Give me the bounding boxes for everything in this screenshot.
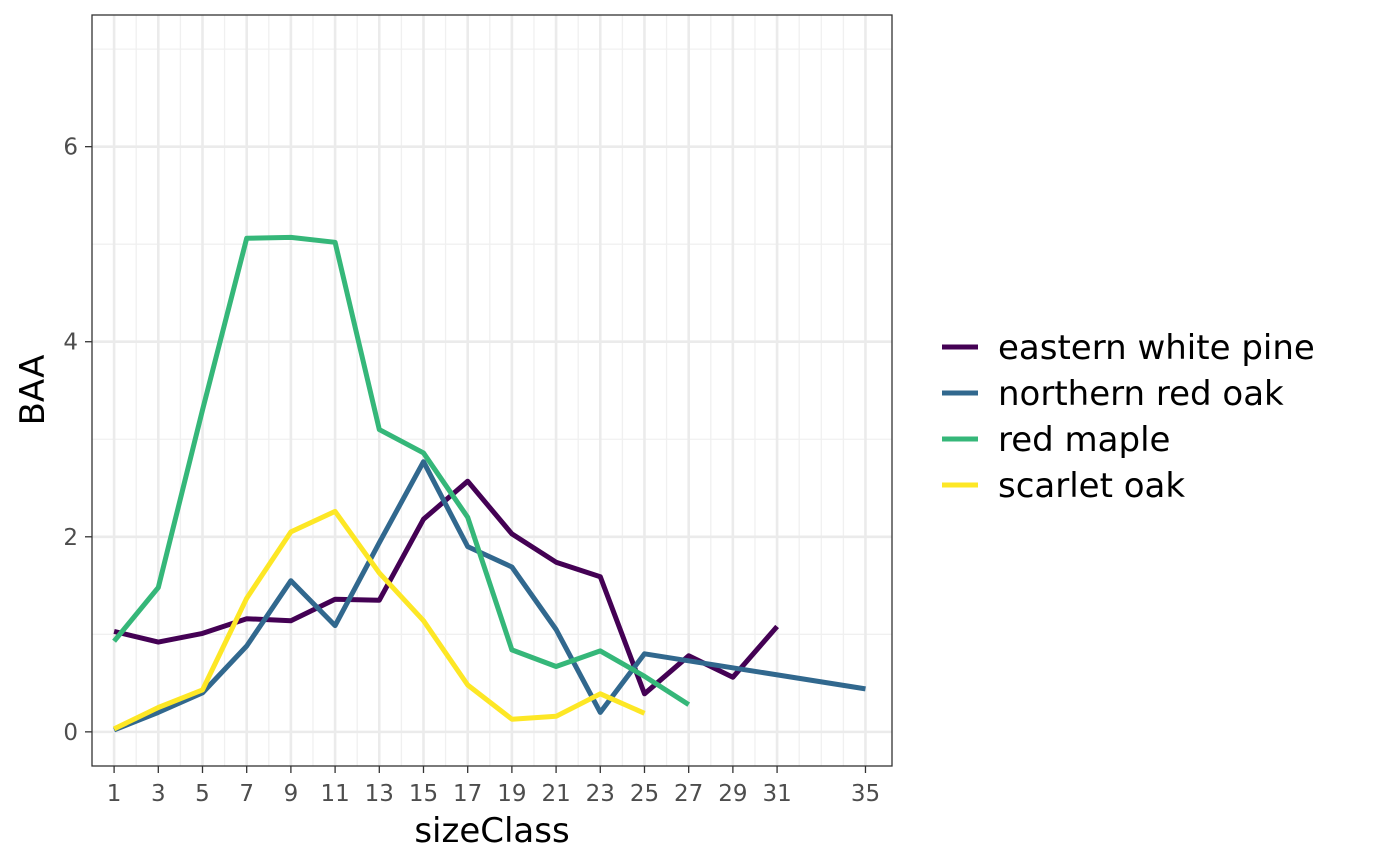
x-tick-label: 29 bbox=[718, 781, 747, 807]
x-tick-label: 27 bbox=[674, 781, 703, 807]
x-tick-label: 17 bbox=[453, 781, 482, 807]
y-axis: 0 2 4 6 bbox=[63, 135, 92, 746]
x-tick-label: 21 bbox=[541, 781, 570, 807]
y-axis-title: BAA bbox=[13, 355, 53, 426]
x-tick-label: 25 bbox=[630, 781, 659, 807]
y-tick-label: 2 bbox=[63, 525, 78, 551]
series-line-red-maple bbox=[112, 234, 691, 707]
y-tick-label: 0 bbox=[63, 720, 78, 746]
x-tick-label: 5 bbox=[195, 781, 210, 807]
x-tick-label: 35 bbox=[851, 781, 880, 807]
x-axis: 1 3 5 7 9 11 13 15 17 19 21 23 25 27 29 31 35 bbox=[107, 766, 880, 807]
panel-border bbox=[91, 14, 893, 767]
x-axis-title: sizeClass bbox=[414, 811, 569, 851]
series-line-scarlet-oak bbox=[113, 508, 646, 732]
x-tick-label: 31 bbox=[762, 781, 791, 807]
x-tick-label: 3 bbox=[151, 781, 166, 807]
x-tick-label: 1 bbox=[107, 781, 122, 807]
legend: eastern white pine northern red oak red ma… bbox=[942, 328, 1315, 506]
x-tick-label: 7 bbox=[239, 781, 254, 807]
x-tick-label: 13 bbox=[365, 781, 394, 807]
x-tick-label: 9 bbox=[284, 781, 299, 807]
series-lines bbox=[112, 234, 866, 733]
x-tick-label: 19 bbox=[497, 781, 526, 807]
x-tick-label: 11 bbox=[320, 781, 349, 807]
x-tick-label: 23 bbox=[586, 781, 615, 807]
y-tick-label: 6 bbox=[63, 135, 78, 161]
minor-grid bbox=[92, 15, 892, 766]
legend-label: northern red oak bbox=[998, 374, 1284, 414]
y-tick-label: 4 bbox=[63, 330, 78, 356]
major-grid bbox=[92, 15, 892, 766]
legend-label: red maple bbox=[998, 420, 1170, 460]
x-tick-label: 15 bbox=[409, 781, 438, 807]
legend-label: eastern white pine bbox=[998, 328, 1315, 368]
legend-label: scarlet oak bbox=[998, 466, 1185, 506]
